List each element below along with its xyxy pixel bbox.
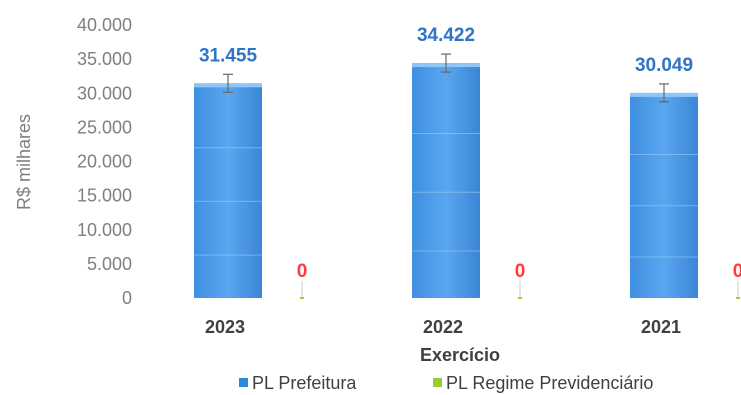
legend: PL Prefeitura PL Regime Previdenciário xyxy=(239,373,653,393)
bars: 31.455 0 34.422 0 30.049 0 xyxy=(194,25,741,299)
y-tick-label: 5.000 xyxy=(87,254,132,274)
y-tick-label: 25.000 xyxy=(77,117,132,137)
y-tick-label: 30.000 xyxy=(77,83,132,103)
x-tick-label: 2021 xyxy=(641,317,681,337)
y-tick-label: 35.000 xyxy=(77,49,132,69)
bar-pl-prefeitura-2022 xyxy=(412,63,480,298)
y-tick-label: 15.000 xyxy=(77,186,132,206)
y-tick-label: 40.000 xyxy=(77,15,132,35)
bar-pl-prefeitura-2023 xyxy=(194,83,262,298)
legend-label-pl-prefeitura: PL Prefeitura xyxy=(252,373,357,393)
x-axis: 2023 2022 2021 xyxy=(205,317,681,337)
legend-label-pl-regime-previdenciario: PL Regime Previdenciário xyxy=(446,373,653,393)
data-label-pl-prefeitura: 34.422 xyxy=(417,25,475,46)
data-label-pl-prefeitura: 31.455 xyxy=(199,45,258,66)
bar-pl-prefeitura-2021 xyxy=(630,92,698,298)
x-tick-label: 2022 xyxy=(423,317,463,337)
y-tick-label: 10.000 xyxy=(77,220,132,240)
y-axis-title: R$ milhares xyxy=(14,114,34,210)
y-axis: 0 5.000 10.000 15.000 20.000 25.000 30.000 35.0… xyxy=(77,15,132,308)
data-label-pl-regime-previdenciario: 0 xyxy=(515,261,526,282)
y-tick-label: 0 xyxy=(122,288,132,308)
data-label-pl-regime-previdenciario: 0 xyxy=(733,261,741,282)
legend-swatch-pl-regime-previdenciario xyxy=(433,378,442,387)
data-label-pl-prefeitura: 30.049 xyxy=(635,55,693,76)
data-label-pl-regime-previdenciario: 0 xyxy=(297,261,308,282)
y-tick-label: 20.000 xyxy=(77,152,132,172)
x-tick-label: 2023 xyxy=(205,317,245,337)
legend-swatch-pl-prefeitura xyxy=(239,378,248,387)
x-axis-title: Exercício xyxy=(420,345,500,365)
